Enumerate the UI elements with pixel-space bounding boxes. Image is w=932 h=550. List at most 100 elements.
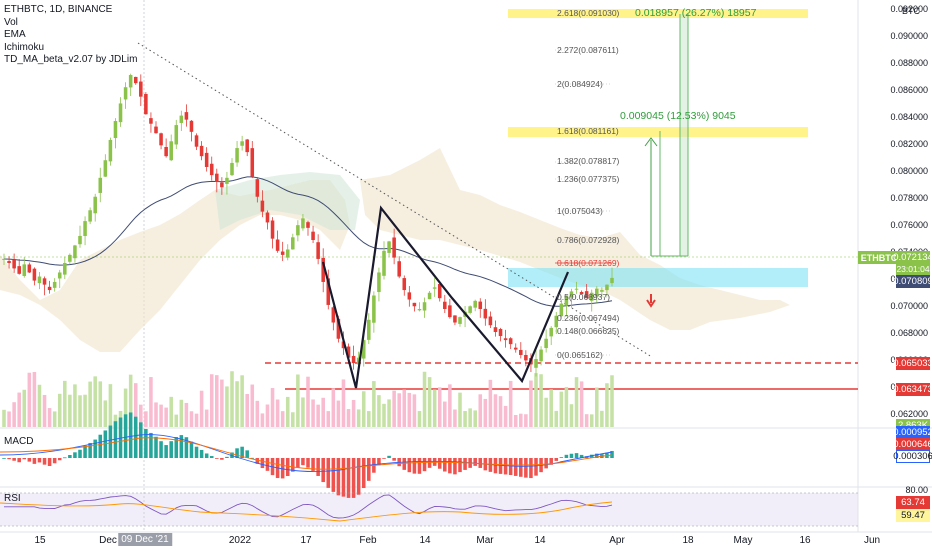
macd-tag-1: 0.000952 — [893, 426, 932, 439]
candle-body — [194, 135, 199, 147]
projection-lower-label: 0.009045 (12.53%) 9045 — [620, 110, 736, 122]
volume-bar — [215, 375, 219, 427]
chart-title[interactable]: ETHBTC, 1D, BINANCE — [4, 4, 113, 15]
macd-hist-bar — [463, 458, 467, 470]
volume-bar — [285, 396, 290, 427]
volume-bar — [544, 397, 548, 427]
macd-hist-bar — [280, 458, 285, 479]
candle-body — [103, 160, 108, 177]
candle-body — [498, 329, 503, 337]
fib-label: 2.618(0.091030) — [557, 8, 620, 18]
candle-body — [483, 308, 488, 319]
candle-body — [468, 306, 472, 313]
fib-label: 1.236(0.077375) — [557, 174, 620, 184]
macd-hist-bar — [204, 453, 209, 458]
volume-bar — [225, 386, 229, 427]
x-label: 14 — [419, 535, 431, 546]
candle-body — [270, 220, 275, 239]
volume-bar — [589, 414, 594, 427]
target-zone — [508, 268, 808, 287]
volume-bar — [209, 374, 214, 427]
x-label: 16 — [799, 535, 811, 546]
indicator-ema[interactable]: EMA — [4, 29, 26, 40]
candle-body — [341, 341, 346, 349]
macd-hist-bar — [17, 458, 21, 463]
candle-body — [367, 319, 371, 340]
macd-hist-bar — [508, 458, 513, 475]
indicator-td-ma[interactable]: TD_MA_beta_v2.07 by JDLim — [4, 54, 138, 65]
rsi-value-tag: 63.74 — [896, 496, 930, 509]
volume-bar — [78, 395, 82, 427]
candle-body — [63, 263, 67, 275]
macd-hist-bar — [37, 458, 42, 463]
candle-body — [513, 347, 518, 350]
volume-bar — [326, 411, 331, 427]
macd-hist-bar — [341, 458, 346, 497]
ichimoku-cloud — [0, 180, 350, 352]
volume-bar — [306, 376, 310, 427]
volume-bar — [372, 381, 376, 427]
candle-body — [27, 264, 32, 273]
candle-body — [133, 76, 138, 84]
volume-bar — [610, 375, 614, 427]
macd-hist-bar — [610, 450, 614, 458]
macd-hist-bar — [306, 458, 310, 468]
volume-bar — [321, 397, 325, 427]
candle-body — [554, 315, 559, 328]
volume-bar — [448, 384, 452, 427]
candle-body — [296, 225, 300, 236]
volume-bar — [7, 411, 11, 427]
macd-hist-bar — [144, 428, 148, 458]
candle-body — [539, 349, 543, 362]
macd-hist-bar — [503, 458, 508, 475]
macd-hist-bar — [189, 441, 194, 458]
candle-body — [549, 327, 553, 337]
volume-bar — [427, 377, 432, 427]
w-pattern-line — [321, 205, 570, 389]
volume-bar — [412, 394, 417, 427]
macd-hist-bar — [63, 457, 67, 459]
candle-body — [443, 301, 447, 309]
macd-hist-bar — [108, 425, 113, 458]
volume-bar — [296, 374, 300, 427]
macd-hist-bar — [139, 422, 143, 458]
candle-body — [336, 318, 341, 339]
volume-bar — [453, 409, 457, 427]
candle-body — [579, 291, 584, 295]
macd-hist-bar — [559, 457, 564, 458]
candle-body — [595, 288, 599, 297]
candle-body — [179, 115, 184, 123]
indicator-ichimoku[interactable]: Ichimoku — [4, 41, 45, 53]
volume-bar — [220, 379, 224, 427]
macd-hist-bar — [331, 458, 336, 492]
candle-body — [280, 251, 285, 255]
macd-hist-bar — [361, 458, 366, 489]
trend-line — [137, 42, 653, 358]
x-label: 18 — [682, 535, 694, 546]
macd-hist-bar — [220, 458, 224, 460]
fib-label: 0.236(0.067494) — [557, 313, 620, 323]
macd-hist-bar — [240, 446, 244, 458]
candle-body — [250, 148, 255, 177]
volume-bar — [367, 411, 371, 427]
projection-upper-label: 0.018957 (26.27%) 18957 — [635, 7, 757, 19]
candle-body — [240, 141, 244, 146]
macd-hist-bar — [382, 458, 386, 459]
indicator-vol[interactable]: Vol — [4, 16, 18, 28]
macd-label[interactable]: MACD — [4, 436, 34, 447]
candle-body — [22, 264, 27, 276]
macd-hist-bar — [159, 441, 163, 458]
macd-hist-bar — [346, 458, 351, 498]
ema-line — [3, 176, 613, 307]
candle-body — [159, 133, 163, 146]
rsi-label[interactable]: RSI — [4, 493, 21, 504]
candle-body — [174, 125, 179, 145]
macd-hist-bar — [93, 439, 97, 458]
volume-bar — [392, 390, 396, 427]
volume-bar — [387, 399, 391, 427]
macd-hist-bar — [245, 450, 249, 458]
y-tick-label: 0.084000 — [890, 111, 928, 122]
candle-body — [306, 222, 310, 228]
macd-hist-bar — [149, 432, 153, 458]
